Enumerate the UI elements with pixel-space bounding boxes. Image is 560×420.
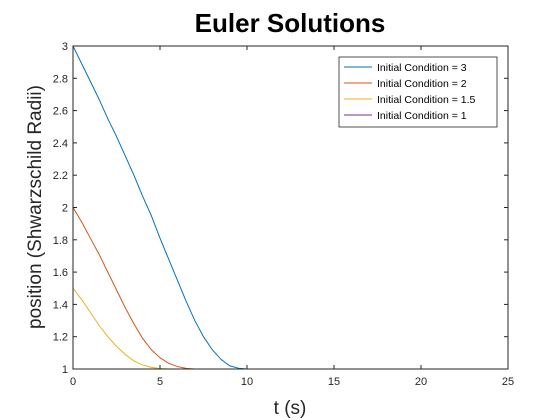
x-tick-label-2: 10: [241, 376, 253, 388]
y-tick-label-4: 1.8: [53, 235, 68, 247]
x-tick-label-4: 20: [415, 376, 427, 388]
x-tick-label-5: 25: [502, 376, 514, 388]
y-tick-label-5: 2: [62, 203, 68, 215]
y-tick-label-7: 2.4: [53, 138, 68, 150]
x-tick-label-1: 5: [157, 376, 163, 388]
legend-entry-3: Initial Condition = 1: [377, 110, 467, 122]
legend-entry-2: Initial Condition = 1.5: [377, 94, 476, 106]
legend-entry-1: Initial Condition = 2: [377, 78, 467, 90]
y-tick-label-0: 1: [62, 364, 68, 376]
chart-title: Euler Solutions: [195, 8, 386, 38]
y-tick-label-1: 1.2: [53, 332, 68, 344]
series-line-1: [72, 207, 508, 370]
ticks-layer: 0 5 10 15 20 25 1 1.2 1.4 1.6 1.8 2 2.2 2.4 2.6 2.8 3: [53, 41, 514, 388]
y-axis-label: position (Shwarzschild Radii): [25, 85, 46, 329]
y-tick-label-6: 2.2: [53, 170, 68, 182]
y-tick-label-3: 1.6: [53, 267, 68, 279]
x-axis-label: t (s): [274, 398, 307, 419]
legend-entry-0: Initial Condition = 3: [377, 62, 467, 74]
series-line-0: [72, 45, 508, 370]
y-tick-label-2: 1.4: [53, 299, 68, 311]
y-tick-label-9: 2.8: [53, 73, 68, 85]
x-tick-label-0: 0: [70, 376, 76, 388]
legend: Initial Condition = 3 Initial Condition =…: [338, 56, 498, 128]
y-tick-label-8: 2.6: [53, 106, 68, 118]
x-tick-label-3: 15: [328, 376, 340, 388]
y-tick-label-10: 3: [62, 41, 68, 53]
